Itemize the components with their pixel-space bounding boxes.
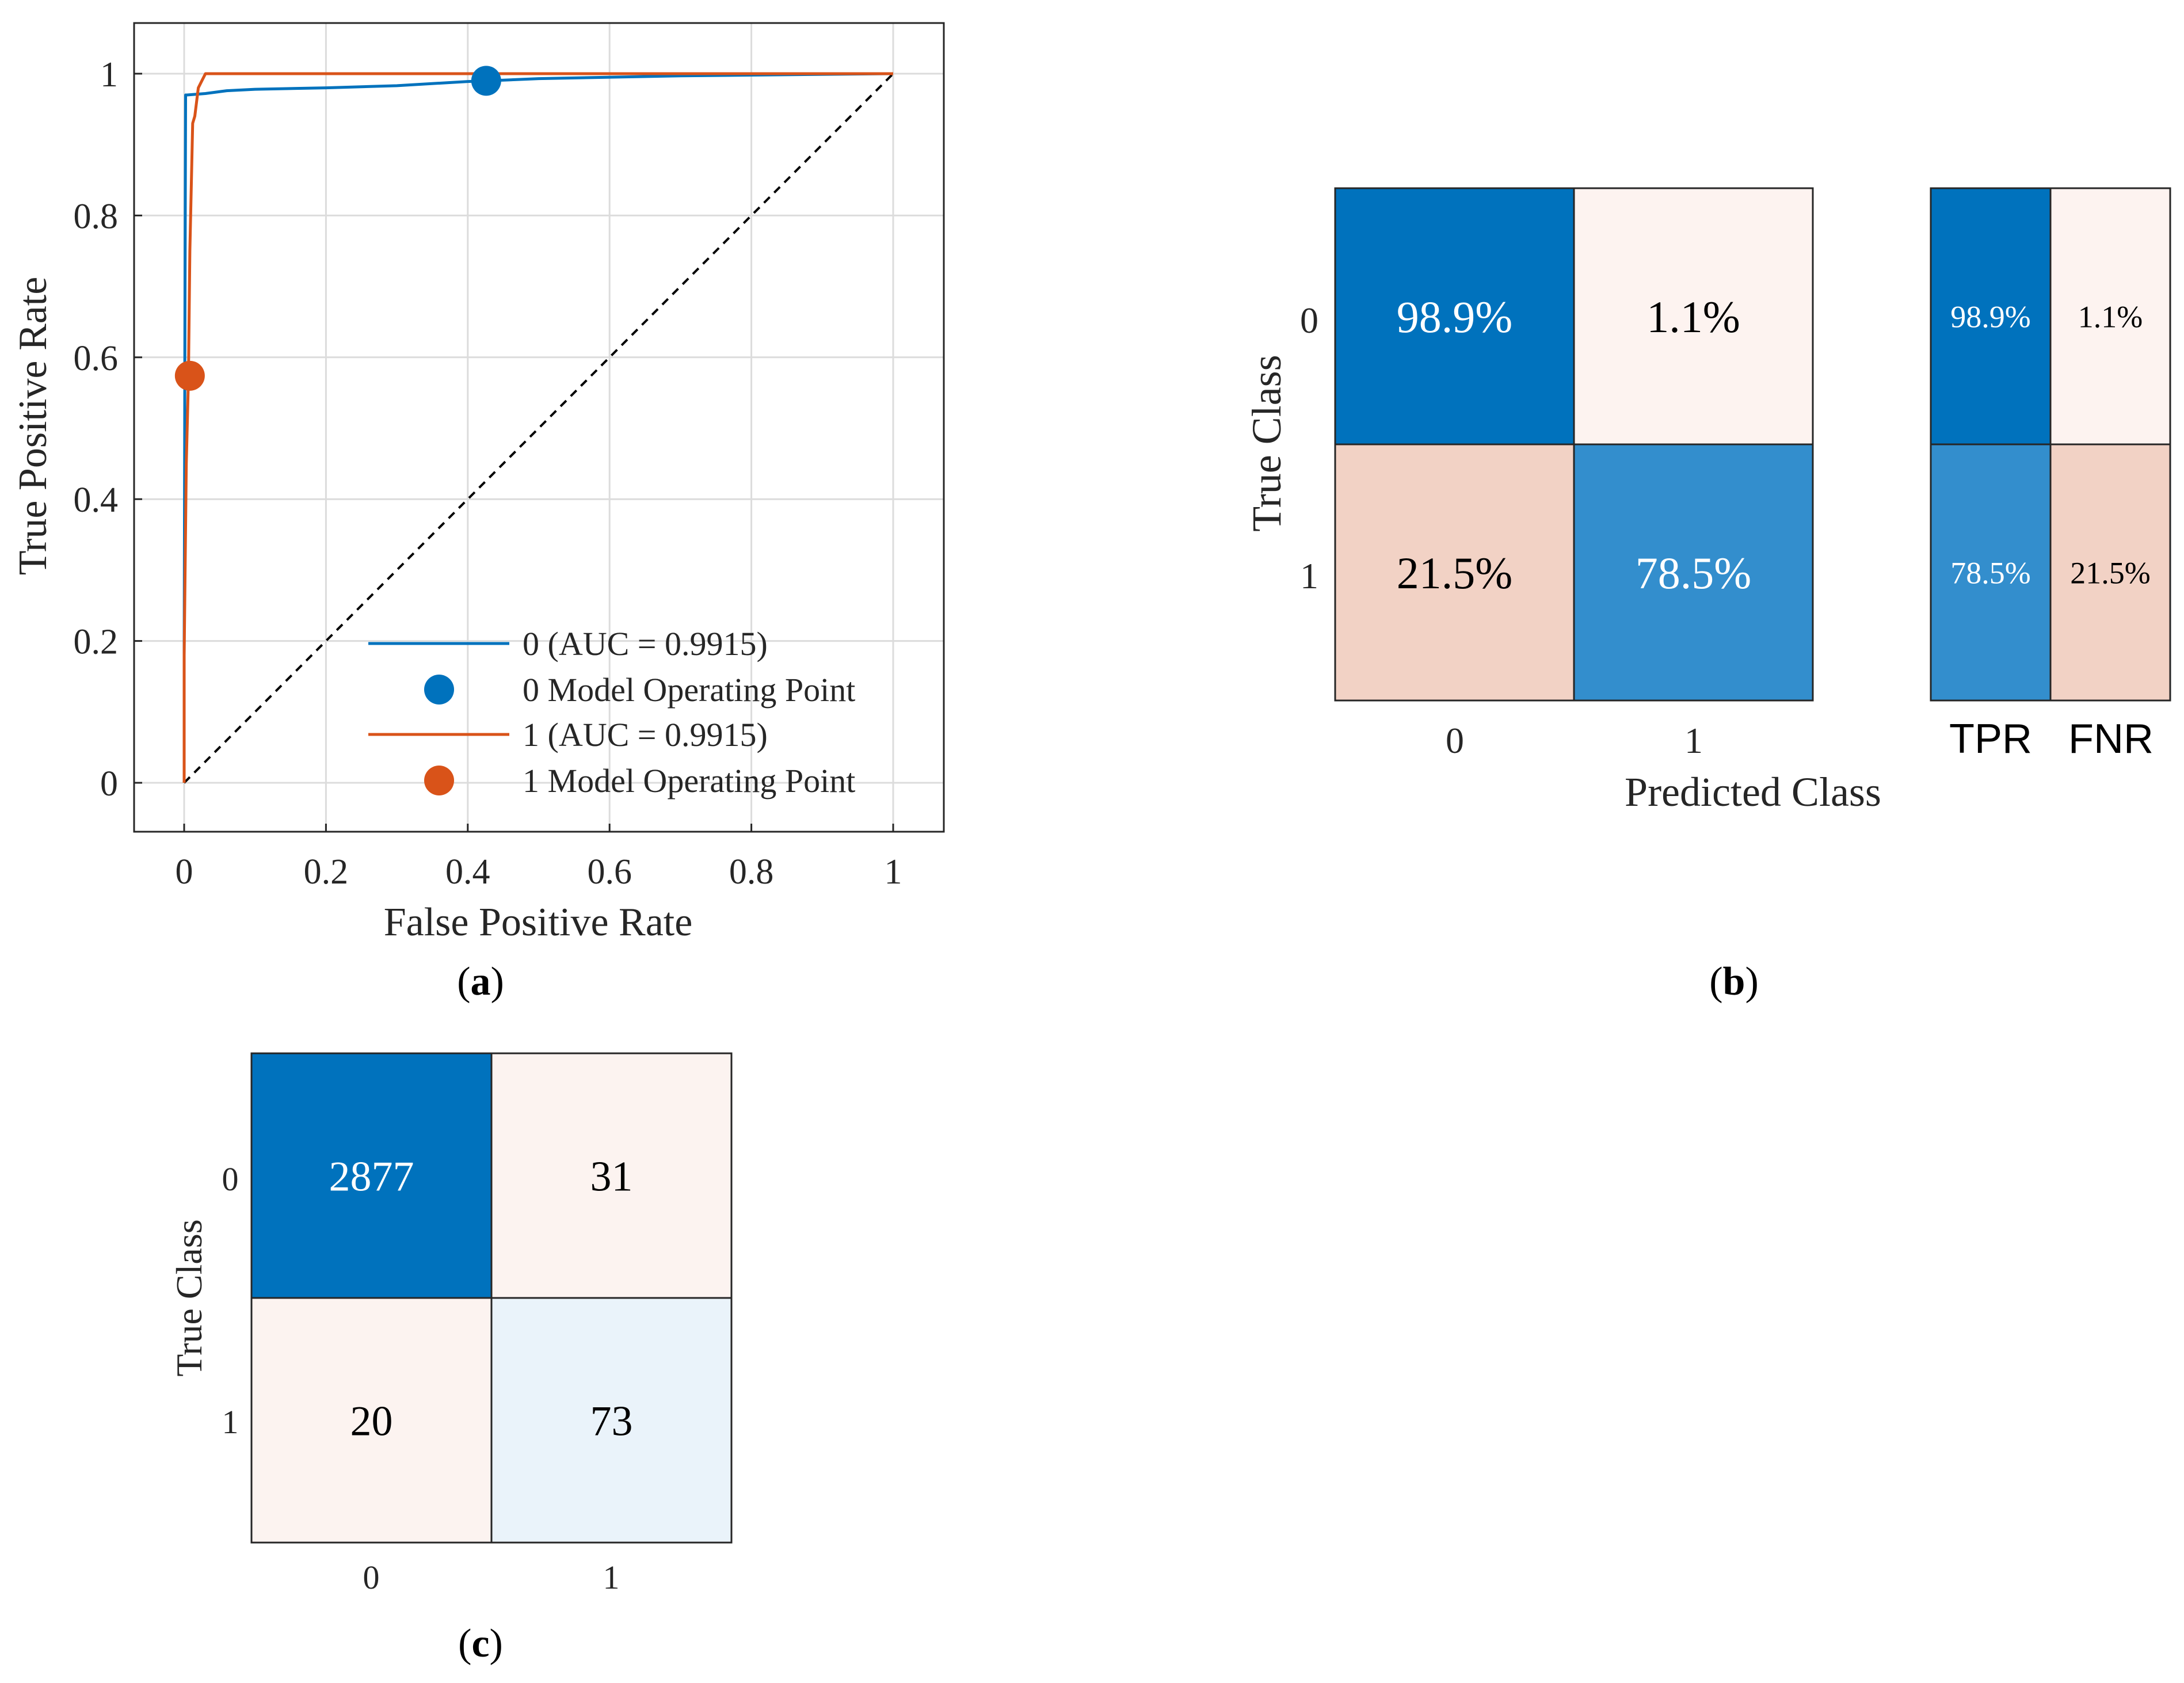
- legend-label-point-1: 1 Model Operating Point: [523, 762, 855, 799]
- cm-b-cell-1-1: [1573, 443, 1814, 702]
- legend-marker-point-0: [424, 675, 454, 705]
- cm-b-cell-0-1: [1573, 187, 1814, 446]
- cm-c-cell-0-1: [490, 1052, 733, 1299]
- roc-y-axis-label: True Positive Rate: [11, 277, 55, 576]
- cm-b-cell-value-1-0: 21.5%: [1397, 548, 1512, 598]
- roc-x-tick-label-2: 0.4: [445, 852, 490, 892]
- cm-c-cell-value-1-1: 73: [590, 1398, 633, 1445]
- roc-operating-point-1: [174, 360, 205, 391]
- confusion-matrix-count-panel: 2877 31 20 73 0 1 0 1 True Class (c): [169, 1052, 733, 1666]
- panel-letter-c: c: [471, 1621, 489, 1666]
- roc-y-tick-label-2: 0.4: [74, 481, 119, 520]
- roc-y-tick-labels: 0 0.2 0.4 0.6 0.8 1: [74, 55, 119, 804]
- cm-c-cell-value-0-1: 31: [590, 1153, 633, 1200]
- legend-label-series-0: 0 (AUC = 0.9915): [523, 625, 768, 662]
- cm-b-y-axis-label: True Class: [1244, 355, 1290, 531]
- cm-c-row-label-1: 1: [222, 1403, 239, 1441]
- cm-b-summary-label-fnr: FNR: [2068, 716, 2153, 762]
- panel-caption-a: (a): [457, 959, 504, 1004]
- roc-series-line-0: [182, 72, 894, 783]
- roc-operating-points: [174, 66, 501, 391]
- roc-operating-point-0: [471, 66, 501, 96]
- roc-x-tick-label-4: 0.8: [729, 852, 774, 892]
- cm-b-cells: 98.9% 1.1% 21.5% 78.5%: [1334, 187, 1814, 702]
- cm-b-cell-value-0-0: 98.9%: [1397, 292, 1512, 342]
- cm-c-col-label-1: 1: [603, 1559, 620, 1596]
- cm-b-cell-0-0: [1334, 187, 1575, 446]
- roc-axes: [133, 22, 945, 833]
- cm-c-row-label-0: 0: [222, 1160, 239, 1198]
- roc-y-tick-label-1: 0.2: [74, 623, 119, 662]
- roc-axes-box: [133, 22, 945, 833]
- cm-b-summary-label-tpr: TPR: [1949, 716, 2032, 762]
- cm-b-row-label-1: 1: [1300, 555, 1318, 596]
- legend-label-series-1: 1 (AUC = 0.9915): [523, 716, 768, 753]
- confusion-matrix-percent-panel: 98.9% 1.1%21.5% 78.5% 98.9% 1.1%78.5% 21.5% …: [1244, 187, 2171, 1004]
- cm-b-x-axis-label: Predicted Class: [1625, 769, 1881, 815]
- cm-b-col-label-0: 0: [1446, 720, 1464, 761]
- cm-b-summary-cell-value-0-1: 1.1%: [2078, 299, 2143, 334]
- roc-legend: 0 (AUC = 0.9915) 0 Model Operating Point…: [368, 625, 855, 799]
- roc-y-tick-label-0: 0: [100, 764, 118, 804]
- roc-x-axis-label: False Positive Rate: [384, 900, 693, 945]
- roc-reference-line: [183, 73, 894, 784]
- roc-x-tick-label-0: 0: [176, 852, 193, 892]
- panel-caption-c: (c): [458, 1621, 503, 1666]
- legend-label-point-0: 0 Model Operating Point: [523, 671, 855, 709]
- cm-c-cell-value-1-0: 20: [350, 1398, 393, 1445]
- cm-b-summary-cell-1-1: [2049, 443, 2171, 702]
- cm-b-col-label-1: 1: [1684, 720, 1703, 761]
- roc-y-tick-label-3: 0.6: [74, 339, 119, 378]
- cm-b-summary-cell-value-0-0: 98.9%: [1950, 299, 2030, 334]
- panel-letter-a: a: [471, 959, 491, 1004]
- cm-c-cell-1-1: [490, 1297, 733, 1544]
- cm-c-cells: 2877 31 20 73: [250, 1052, 733, 1544]
- roc-x-tick-labels: 0 0.2 0.4 0.6 0.8 1: [176, 852, 902, 892]
- legend-marker-point-1: [424, 766, 454, 795]
- cm-c-cell-0-0: [250, 1052, 493, 1299]
- cm-b-cell-value-1-1: 78.5%: [1636, 548, 1751, 598]
- cm-b-summary-cells: 98.9% 1.1% 78.5% 21.5%: [1930, 187, 2171, 702]
- roc-diagonal-dashed: [183, 73, 894, 784]
- cm-b-row-label-0: 0: [1300, 300, 1318, 341]
- roc-x-tick-label-5: 1: [885, 852, 902, 892]
- cm-b-cell-value-0-1: 1.1%: [1646, 292, 1740, 342]
- cm-b-summary-cell-value-1-1: 21.5%: [2070, 555, 2150, 590]
- cm-b-cell-1-0: [1334, 443, 1575, 702]
- cm-b-summary-cell-0-1: [2049, 187, 2171, 446]
- roc-x-tick-label-1: 0.2: [304, 852, 349, 892]
- roc-y-tick-label-4: 0.8: [74, 197, 119, 236]
- cm-c-cell-value-0-0: 2877: [329, 1153, 414, 1200]
- roc-series-line-1: [182, 72, 893, 783]
- cm-c-y-axis-label: True Class: [169, 1219, 209, 1376]
- panel-letter-b: b: [1723, 959, 1745, 1004]
- roc-series-group: [182, 72, 894, 783]
- cm-c-col-label-0: 0: [363, 1559, 380, 1596]
- panel-caption-b: (b): [1709, 959, 1759, 1004]
- cm-c-cell-1-0: [250, 1297, 493, 1544]
- roc-panel: 0 0.2 0.4 0.6 0.8 1 0 0.2 0.4 0.6 0.8 1 False Posi…: [11, 22, 945, 1004]
- cm-b-summary-cell-1-0: [1930, 443, 2052, 702]
- cm-b-summary-cell-value-1-0: 78.5%: [1950, 555, 2030, 590]
- roc-y-tick-label-5: 1: [100, 55, 118, 94]
- roc-x-tick-label-3: 0.6: [587, 852, 632, 892]
